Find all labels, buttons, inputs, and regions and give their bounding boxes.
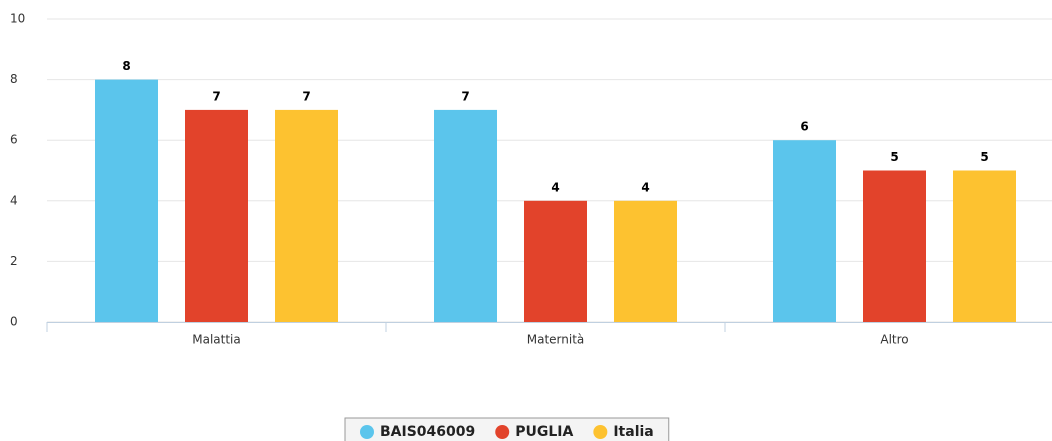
y-tick-label: 10	[10, 12, 25, 26]
value-label: 7	[212, 89, 220, 103]
value-label: 7	[461, 89, 469, 103]
bar	[953, 170, 1016, 322]
value-label: 8	[122, 59, 130, 73]
y-tick-label: 4	[10, 193, 18, 207]
bar	[275, 109, 338, 323]
value-label: 7	[302, 89, 310, 103]
bar	[524, 200, 587, 322]
value-label: 5	[890, 150, 898, 164]
bar	[863, 170, 926, 322]
bar	[434, 109, 497, 323]
legend-label: Italia	[613, 424, 653, 440]
bar	[95, 79, 158, 322]
x-tick-label: Malattia	[192, 333, 241, 347]
legend-marker	[593, 425, 608, 439]
value-label: 4	[551, 180, 559, 194]
y-tick-label: 2	[10, 254, 18, 268]
legend-marker	[360, 425, 374, 439]
legend-label: PUGLIA	[515, 424, 573, 440]
value-label: 4	[641, 180, 649, 194]
value-label: 5	[980, 150, 988, 164]
y-tick-label: 8	[10, 72, 18, 86]
bar	[614, 200, 677, 322]
value-label: 6	[800, 120, 808, 134]
legend-marker	[495, 425, 510, 439]
bar	[773, 140, 836, 322]
legend-label: BAIS046009	[380, 424, 475, 440]
x-tick-label: Maternità	[527, 333, 585, 347]
y-tick-label: 6	[10, 133, 18, 147]
y-tick-label: 0	[10, 315, 18, 329]
x-tick-label: Altro	[880, 333, 908, 347]
bar	[185, 109, 248, 323]
